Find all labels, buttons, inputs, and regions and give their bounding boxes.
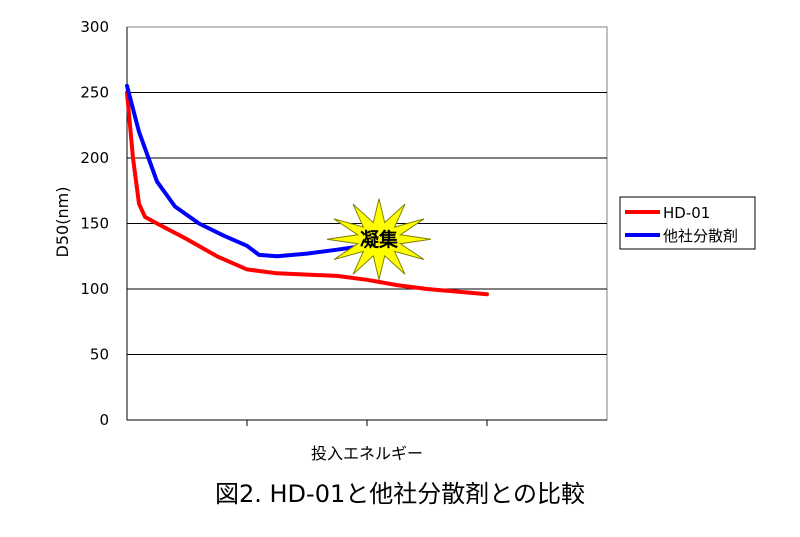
gridlines [127, 92, 607, 355]
d50-line-chart: 0 50 100 150 200 250 300 凝集 投入エネルギー D50(nm) HD… [53, 18, 756, 463]
y-tick-label: 200 [80, 149, 109, 167]
figure-caption: 図2. HD-01と他社分散剤との比較 [214, 480, 585, 508]
series-lines [125, 83, 489, 297]
legend-label-1: HD-01 [663, 204, 710, 222]
y-tick-label: 0 [99, 411, 109, 429]
legend: HD-01 他社分散剤 [619, 196, 756, 250]
y-tick-label: 250 [80, 84, 109, 102]
legend-box [619, 196, 756, 250]
legend-label-2: 他社分散剤 [663, 227, 738, 245]
starburst-label: 凝集 [360, 228, 399, 251]
series-line-1 [125, 90, 489, 297]
starburst-shape [326, 198, 432, 280]
series-line-2 [125, 83, 357, 259]
aggregation-callout: 凝集 [326, 198, 432, 280]
y-tick-label: 300 [80, 18, 109, 36]
x-axis-ticks [127, 419, 607, 426]
y-tick-label: 50 [90, 346, 109, 364]
y-axis: 0 50 100 150 200 250 300 [80, 18, 128, 429]
y-tick-label: 150 [80, 215, 109, 233]
y-tick-label: 100 [80, 280, 109, 298]
y-axis-title: D50(nm) [53, 187, 72, 258]
x-axis-title: 投入エネルギー [311, 444, 423, 463]
